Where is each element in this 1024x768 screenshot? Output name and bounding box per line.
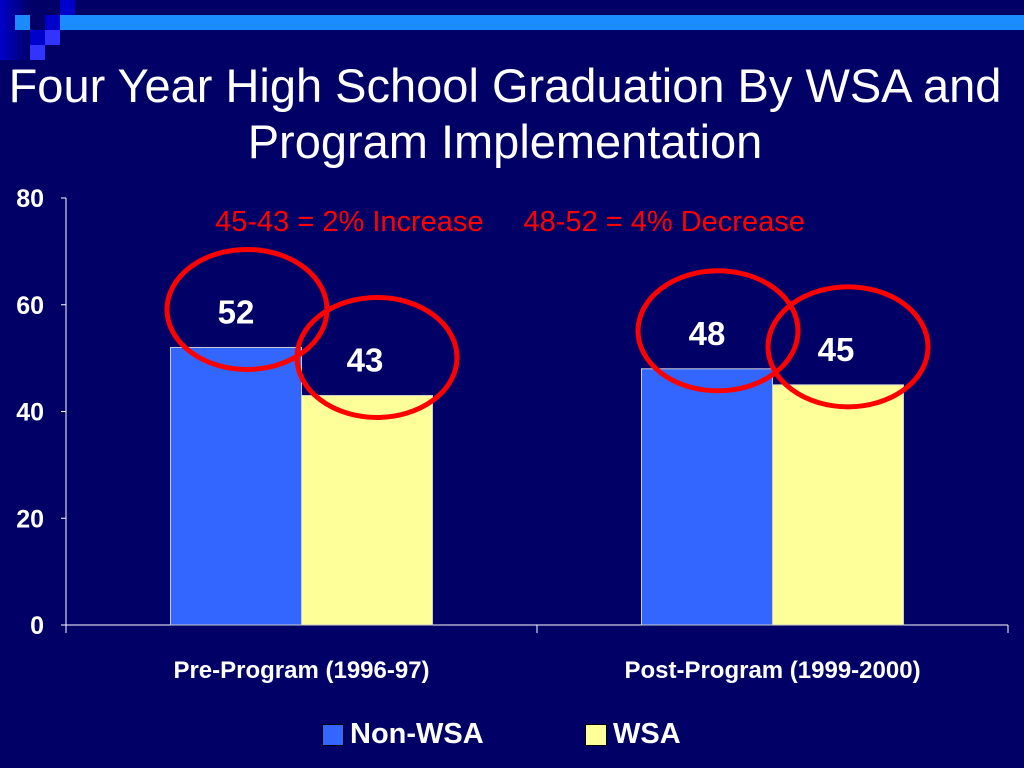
- deco-square: [30, 45, 45, 60]
- annotation-increase: 45-43 = 2% Increase: [215, 206, 484, 238]
- y-tick-label: 40: [16, 399, 44, 427]
- deco-square: [30, 30, 45, 45]
- data-label: 43: [347, 341, 384, 378]
- x-tick-label: Pre-Program (1996-97): [173, 657, 429, 684]
- annotation-decrease: 48-52 = 4% Decrease: [523, 206, 805, 238]
- legend-non-wsa: Non-WSA: [322, 718, 484, 751]
- top-accent-bar: [60, 15, 1024, 30]
- y-tick-label: 20: [16, 505, 44, 533]
- chart-title: Four Year High School Graduation By WSA …: [8, 59, 1002, 168]
- deco-square: [45, 30, 60, 45]
- data-label: 48: [689, 315, 726, 352]
- data-label: 45: [818, 331, 855, 368]
- data-label: 52: [218, 293, 255, 330]
- deco-square: [15, 15, 30, 30]
- highlight-circle: [635, 268, 801, 394]
- y-tick-label: 80: [16, 185, 44, 213]
- y-tick-label: 60: [16, 292, 44, 320]
- y-tick-label: 0: [30, 612, 44, 640]
- legend-swatch: [322, 723, 344, 746]
- legend-wsa: WSA: [585, 718, 681, 751]
- deco-square: [60, 0, 75, 15]
- legend-label: Non-WSA: [350, 718, 484, 750]
- legend-label: WSA: [613, 718, 681, 750]
- highlight-circle: [294, 294, 460, 420]
- bar-non-wsa: [641, 368, 773, 626]
- bar-non-wsa: [170, 346, 302, 626]
- bar-wsa: [301, 394, 433, 626]
- deco-gradient: [0, 0, 30, 60]
- annotation-row: 45-43 = 2% Increase 48-52 = 4% Decrease: [180, 206, 840, 239]
- bar-wsa: [772, 384, 904, 626]
- x-tick-label: Post-Program (1999-2000): [624, 657, 920, 684]
- legend-swatch: [585, 723, 607, 746]
- highlight-circle: [765, 284, 931, 410]
- deco-square: [45, 15, 60, 30]
